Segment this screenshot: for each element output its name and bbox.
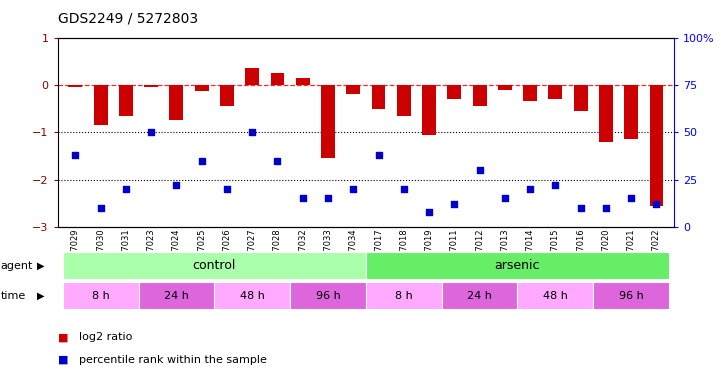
Bar — [346, 85, 360, 94]
Point — [650, 201, 662, 207]
Bar — [220, 85, 234, 106]
Point — [221, 186, 233, 192]
Point — [549, 182, 561, 188]
Bar — [371, 85, 386, 108]
Bar — [94, 85, 107, 125]
Point — [499, 195, 510, 201]
Text: agent: agent — [1, 261, 33, 271]
Bar — [599, 85, 613, 142]
Bar — [169, 85, 183, 120]
Point — [524, 186, 536, 192]
Text: 8 h: 8 h — [395, 291, 412, 301]
Text: log2 ratio: log2 ratio — [79, 333, 133, 342]
Bar — [195, 85, 208, 90]
Bar — [270, 73, 284, 85]
Point — [171, 182, 182, 188]
Point — [247, 129, 258, 135]
Text: GDS2249 / 5272803: GDS2249 / 5272803 — [58, 11, 198, 25]
Point — [272, 158, 283, 164]
Bar — [68, 85, 82, 87]
Point — [348, 186, 359, 192]
Point — [625, 195, 637, 201]
Bar — [473, 85, 487, 106]
Point — [196, 158, 208, 164]
Bar — [119, 85, 133, 116]
Point — [373, 152, 384, 158]
Text: 8 h: 8 h — [92, 291, 110, 301]
Point — [322, 195, 334, 201]
Text: 48 h: 48 h — [240, 291, 265, 301]
Text: control: control — [193, 260, 236, 272]
Text: ■: ■ — [58, 355, 68, 365]
Bar — [549, 85, 562, 99]
Point — [474, 167, 485, 173]
Point — [146, 129, 157, 135]
Point — [448, 201, 460, 207]
Point — [575, 205, 586, 211]
Point — [600, 205, 611, 211]
Text: 48 h: 48 h — [543, 291, 568, 301]
Bar — [245, 68, 259, 85]
Bar — [650, 85, 663, 206]
Bar — [498, 85, 512, 90]
Point — [297, 195, 309, 201]
Bar — [397, 85, 411, 116]
Text: ■: ■ — [58, 333, 68, 342]
Text: ▶: ▶ — [37, 261, 44, 271]
Point — [423, 209, 435, 215]
Bar — [296, 78, 310, 85]
Bar — [321, 85, 335, 158]
Text: 24 h: 24 h — [164, 291, 189, 301]
Point — [95, 205, 107, 211]
Text: 96 h: 96 h — [316, 291, 340, 301]
Point — [398, 186, 410, 192]
Point — [120, 186, 132, 192]
Bar — [144, 85, 158, 87]
Bar — [574, 85, 588, 111]
Point — [70, 152, 81, 158]
Text: arsenic: arsenic — [495, 260, 540, 272]
Text: percentile rank within the sample: percentile rank within the sample — [79, 355, 267, 365]
Text: ▶: ▶ — [37, 291, 44, 301]
Bar — [422, 85, 436, 135]
Text: 24 h: 24 h — [467, 291, 492, 301]
Bar — [448, 85, 461, 99]
Text: time: time — [1, 291, 26, 301]
Bar — [523, 85, 537, 101]
Text: 96 h: 96 h — [619, 291, 644, 301]
Bar — [624, 85, 638, 139]
